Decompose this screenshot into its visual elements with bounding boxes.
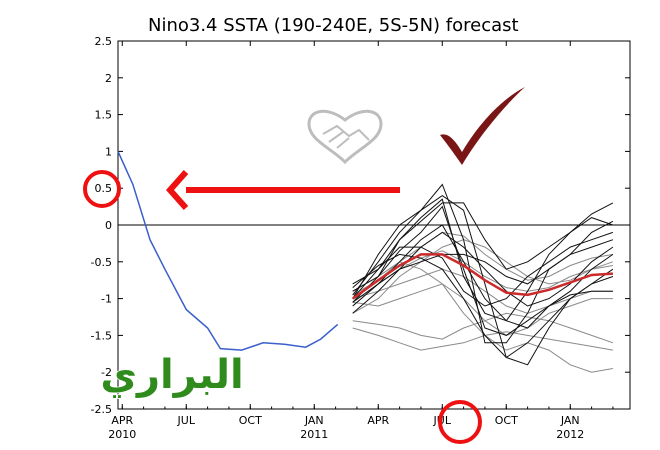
ensemble-mean: [351, 253, 613, 300]
y-tick-label: -1.5: [91, 329, 112, 342]
x-tick-label: JUL: [177, 414, 196, 427]
x-tick-year: 2010: [108, 428, 136, 441]
forecast-member-line: [352, 283, 613, 336]
forecast-member-line: [352, 205, 613, 336]
forecast-member-line: [352, 224, 614, 329]
x-tick-label: APR: [367, 414, 389, 427]
y-tick-label: -0.5: [91, 256, 112, 269]
chart-title: Nino3.4 SSTA (190-240E, 5S-5N) forecast: [148, 15, 519, 36]
x-tick-label: APR: [111, 414, 133, 427]
y-tick-label: 1.5: [95, 109, 113, 122]
forecast-member-line: [352, 253, 614, 359]
forecast-member-line: [352, 231, 614, 307]
x-tick-label: OCT: [495, 414, 518, 427]
handshake-heart-logo: [307, 109, 383, 165]
y-axis-ticks: 2.5 2 1.5 1 0.5 0 -0.5 -1 -1.5 -2 -2.5: [91, 35, 630, 416]
observed-line: [117, 151, 339, 351]
y-tick-label: -2: [101, 366, 112, 379]
x-tick-year: 2011: [300, 428, 328, 441]
y-tick-label: 0.5: [95, 182, 113, 195]
forecast-member-line: [352, 231, 614, 307]
forecast-members-black: [352, 183, 614, 366]
ensemble-mean-line: [351, 253, 613, 300]
highlight-circle-ytick: [83, 170, 121, 208]
forecast-member-line: [352, 239, 614, 314]
left-arrow-icon: [165, 170, 400, 210]
y-tick-label: 2: [105, 72, 112, 85]
forecast-member-line: [352, 202, 614, 299]
x-tick-label: OCT: [239, 414, 262, 427]
forecast-member-line: [352, 231, 613, 296]
x-tick-year: 2012: [556, 428, 584, 441]
x-tick-label: JAN: [560, 414, 580, 427]
y-tick-label: 2.5: [95, 35, 113, 48]
watermark-text: البراري: [100, 352, 243, 398]
x-tick-label: JAN: [304, 414, 324, 427]
checkmark-icon: [440, 87, 525, 165]
x-tick-label: JUL: [433, 414, 452, 427]
y-tick-label: -1: [101, 293, 112, 306]
forecast-member-line: [352, 312, 614, 344]
y-tick-label: 1: [105, 145, 112, 158]
y-tick-label: -2.5: [91, 403, 112, 416]
observed-series: [117, 151, 339, 351]
highlight-circle-xtick: [438, 400, 482, 444]
y-tick-label: 0: [105, 219, 112, 232]
